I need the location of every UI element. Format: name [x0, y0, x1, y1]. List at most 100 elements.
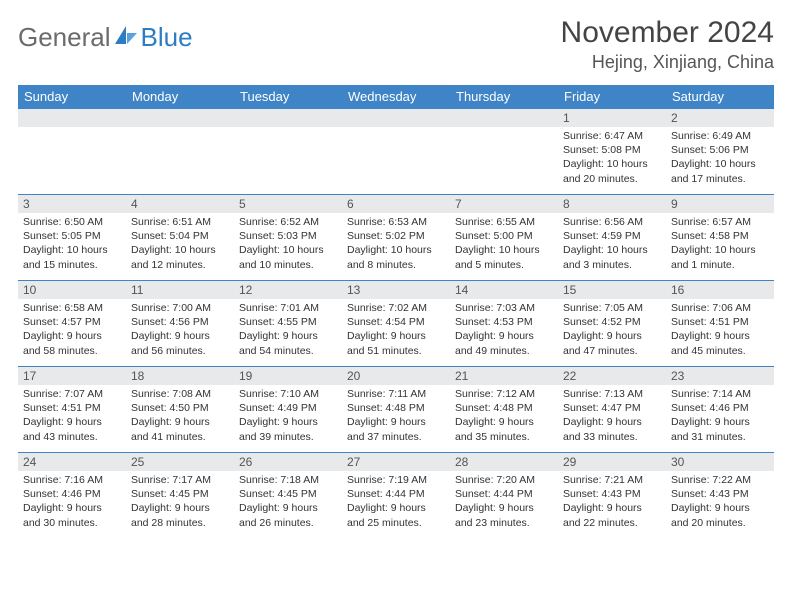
- day-cell: 24Sunrise: 7:16 AMSunset: 4:46 PMDayligh…: [18, 452, 126, 538]
- location: Hejing, Xinjiang, China: [561, 52, 774, 73]
- logo-text-blue: Blue: [141, 22, 193, 53]
- day-number: 20: [342, 367, 450, 385]
- calendar-page: General Blue November 2024 Hejing, Xinji…: [0, 0, 792, 550]
- sunset-line: Sunset: 4:50 PM: [131, 401, 229, 415]
- sunset-line: Sunset: 4:44 PM: [347, 487, 445, 501]
- day-number: 4: [126, 195, 234, 213]
- day-content: Sunrise: 7:19 AMSunset: 4:44 PMDaylight:…: [342, 471, 450, 534]
- day-cell: 27Sunrise: 7:19 AMSunset: 4:44 PMDayligh…: [342, 452, 450, 538]
- sunset-line: Sunset: 4:58 PM: [671, 229, 769, 243]
- daylight-line: Daylight: 9 hours and 35 minutes.: [455, 415, 553, 443]
- day-content: Sunrise: 6:51 AMSunset: 5:04 PMDaylight:…: [126, 213, 234, 276]
- day-number: 12: [234, 281, 342, 299]
- day-number: 19: [234, 367, 342, 385]
- day-cell: 17Sunrise: 7:07 AMSunset: 4:51 PMDayligh…: [18, 366, 126, 452]
- sunset-line: Sunset: 4:44 PM: [455, 487, 553, 501]
- day-number: 7: [450, 195, 558, 213]
- day-number: 30: [666, 453, 774, 471]
- daylight-line: Daylight: 10 hours and 3 minutes.: [563, 243, 661, 271]
- dow-header: Tuesday: [234, 85, 342, 108]
- sunrise-line: Sunrise: 6:58 AM: [23, 301, 121, 315]
- sunrise-line: Sunrise: 7:16 AM: [23, 473, 121, 487]
- sunset-line: Sunset: 4:48 PM: [455, 401, 553, 415]
- empty-day: [126, 108, 234, 194]
- daylight-line: Daylight: 9 hours and 54 minutes.: [239, 329, 337, 357]
- day-content: Sunrise: 6:50 AMSunset: 5:05 PMDaylight:…: [18, 213, 126, 276]
- sunset-line: Sunset: 4:46 PM: [671, 401, 769, 415]
- sail-icon: [113, 24, 139, 51]
- day-number: 6: [342, 195, 450, 213]
- day-number: 18: [126, 367, 234, 385]
- header: General Blue November 2024 Hejing, Xinji…: [18, 16, 774, 73]
- logo: General Blue: [18, 22, 193, 53]
- sunset-line: Sunset: 4:46 PM: [23, 487, 121, 501]
- sunrise-line: Sunrise: 6:52 AM: [239, 215, 337, 229]
- day-content: Sunrise: 6:47 AMSunset: 5:08 PMDaylight:…: [558, 127, 666, 190]
- day-number: 8: [558, 195, 666, 213]
- daylight-line: Daylight: 10 hours and 8 minutes.: [347, 243, 445, 271]
- dow-header: Monday: [126, 85, 234, 108]
- dow-header: Sunday: [18, 85, 126, 108]
- daylight-line: Daylight: 9 hours and 51 minutes.: [347, 329, 445, 357]
- dow-header: Thursday: [450, 85, 558, 108]
- daylight-line: Daylight: 9 hours and 39 minutes.: [239, 415, 337, 443]
- calendar-grid: SundayMondayTuesdayWednesdayThursdayFrid…: [18, 83, 774, 538]
- day-content: Sunrise: 6:52 AMSunset: 5:03 PMDaylight:…: [234, 213, 342, 276]
- day-number: 14: [450, 281, 558, 299]
- sunset-line: Sunset: 4:52 PM: [563, 315, 661, 329]
- sunrise-line: Sunrise: 7:12 AM: [455, 387, 553, 401]
- daylight-line: Daylight: 10 hours and 17 minutes.: [671, 157, 769, 185]
- sunrise-line: Sunrise: 7:06 AM: [671, 301, 769, 315]
- daylight-line: Daylight: 9 hours and 25 minutes.: [347, 501, 445, 529]
- sunrise-line: Sunrise: 7:08 AM: [131, 387, 229, 401]
- day-cell: 2Sunrise: 6:49 AMSunset: 5:06 PMDaylight…: [666, 108, 774, 194]
- logo-text-general: General: [18, 22, 111, 53]
- day-cell: 28Sunrise: 7:20 AMSunset: 4:44 PMDayligh…: [450, 452, 558, 538]
- empty-day: [450, 108, 558, 194]
- sunrise-line: Sunrise: 7:11 AM: [347, 387, 445, 401]
- day-cell: 5Sunrise: 6:52 AMSunset: 5:03 PMDaylight…: [234, 194, 342, 280]
- day-number: 5: [234, 195, 342, 213]
- sunset-line: Sunset: 4:47 PM: [563, 401, 661, 415]
- daylight-line: Daylight: 9 hours and 30 minutes.: [23, 501, 121, 529]
- day-cell: 9Sunrise: 6:57 AMSunset: 4:58 PMDaylight…: [666, 194, 774, 280]
- day-cell: 8Sunrise: 6:56 AMSunset: 4:59 PMDaylight…: [558, 194, 666, 280]
- daylight-line: Daylight: 9 hours and 20 minutes.: [671, 501, 769, 529]
- day-cell: 10Sunrise: 6:58 AMSunset: 4:57 PMDayligh…: [18, 280, 126, 366]
- day-cell: 7Sunrise: 6:55 AMSunset: 5:00 PMDaylight…: [450, 194, 558, 280]
- day-content: Sunrise: 7:18 AMSunset: 4:45 PMDaylight:…: [234, 471, 342, 534]
- day-number: 2: [666, 109, 774, 127]
- daylight-line: Daylight: 10 hours and 20 minutes.: [563, 157, 661, 185]
- day-content: Sunrise: 7:03 AMSunset: 4:53 PMDaylight:…: [450, 299, 558, 362]
- daylight-line: Daylight: 10 hours and 12 minutes.: [131, 243, 229, 271]
- day-cell: 13Sunrise: 7:02 AMSunset: 4:54 PMDayligh…: [342, 280, 450, 366]
- sunrise-line: Sunrise: 6:57 AM: [671, 215, 769, 229]
- day-cell: 15Sunrise: 7:05 AMSunset: 4:52 PMDayligh…: [558, 280, 666, 366]
- dow-header: Wednesday: [342, 85, 450, 108]
- sunset-line: Sunset: 5:08 PM: [563, 143, 661, 157]
- day-content: Sunrise: 6:53 AMSunset: 5:02 PMDaylight:…: [342, 213, 450, 276]
- day-content: Sunrise: 6:56 AMSunset: 4:59 PMDaylight:…: [558, 213, 666, 276]
- day-content: Sunrise: 6:49 AMSunset: 5:06 PMDaylight:…: [666, 127, 774, 190]
- day-content: Sunrise: 7:08 AMSunset: 4:50 PMDaylight:…: [126, 385, 234, 448]
- day-number: 27: [342, 453, 450, 471]
- daylight-line: Daylight: 9 hours and 41 minutes.: [131, 415, 229, 443]
- sunset-line: Sunset: 4:45 PM: [239, 487, 337, 501]
- sunrise-line: Sunrise: 7:00 AM: [131, 301, 229, 315]
- day-number: 13: [342, 281, 450, 299]
- sunrise-line: Sunrise: 7:20 AM: [455, 473, 553, 487]
- day-content: Sunrise: 7:10 AMSunset: 4:49 PMDaylight:…: [234, 385, 342, 448]
- daylight-line: Daylight: 9 hours and 58 minutes.: [23, 329, 121, 357]
- sunrise-line: Sunrise: 7:14 AM: [671, 387, 769, 401]
- day-number: 11: [126, 281, 234, 299]
- day-cell: 11Sunrise: 7:00 AMSunset: 4:56 PMDayligh…: [126, 280, 234, 366]
- sunrise-line: Sunrise: 7:07 AM: [23, 387, 121, 401]
- day-content: Sunrise: 7:02 AMSunset: 4:54 PMDaylight:…: [342, 299, 450, 362]
- day-content: Sunrise: 6:55 AMSunset: 5:00 PMDaylight:…: [450, 213, 558, 276]
- empty-day: [18, 108, 126, 194]
- day-cell: 19Sunrise: 7:10 AMSunset: 4:49 PMDayligh…: [234, 366, 342, 452]
- sunset-line: Sunset: 4:43 PM: [671, 487, 769, 501]
- day-content: Sunrise: 7:21 AMSunset: 4:43 PMDaylight:…: [558, 471, 666, 534]
- day-number: 17: [18, 367, 126, 385]
- sunset-line: Sunset: 4:55 PM: [239, 315, 337, 329]
